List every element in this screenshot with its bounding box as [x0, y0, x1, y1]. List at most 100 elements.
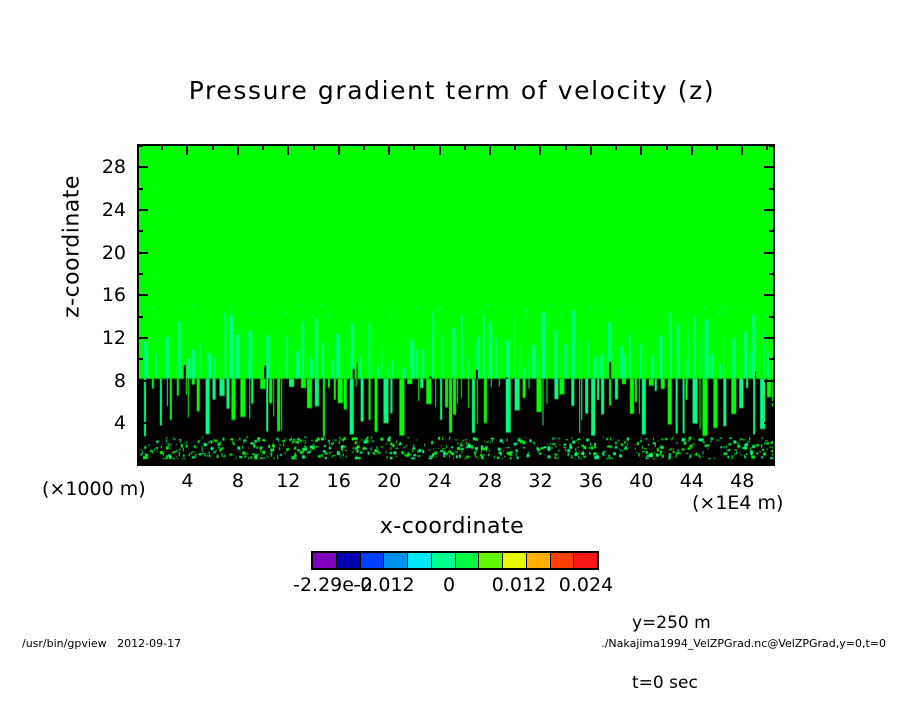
x-axis-title: x-coordinate [379, 514, 525, 539]
colorbar-swatch-7 [479, 553, 503, 568]
x-tick-minor-top [615, 144, 618, 150]
footer-command: /usr/bin/gpview 2012-09-17 [22, 637, 182, 650]
colorbar-swatch-10 [550, 553, 575, 568]
x-tick-minor [514, 460, 517, 466]
x-tick-major-top [186, 144, 189, 155]
x-tick-major [690, 455, 693, 466]
x-tick-minor-top [262, 144, 265, 150]
colorbar-tick-label: -0.012 [353, 574, 415, 596]
x-tick-major-top [589, 144, 592, 155]
y-tick-minor [137, 273, 143, 276]
colorbar [311, 551, 599, 570]
x-tick-minor-top [362, 144, 365, 150]
y-tick-minor [137, 187, 143, 190]
x-tick-major [741, 455, 744, 466]
x-axis-units: (×1E4 m) [692, 492, 784, 514]
x-tick-major-top [539, 144, 542, 155]
y-tick-minor [137, 315, 143, 318]
y-tick-major [137, 251, 148, 254]
x-tick-label: 48 [730, 470, 755, 492]
colorbar-swatch-6 [455, 553, 480, 568]
x-tick-major [640, 455, 643, 466]
y-tick-minor [137, 145, 143, 148]
x-tick-minor [161, 460, 164, 466]
x-tick-major-top [337, 144, 340, 155]
x-tick-major-top [741, 144, 744, 155]
x-tick-minor-top [161, 144, 164, 150]
plot-area [137, 144, 775, 466]
x-tick-label: 12 [276, 470, 301, 492]
x-tick-minor [413, 460, 416, 466]
x-tick-label: 28 [477, 470, 503, 492]
x-tick-major-top [287, 144, 290, 155]
y-tick-minor-right [769, 443, 775, 446]
y-tick-major [137, 209, 148, 212]
y-tick-minor-right [769, 358, 775, 361]
x-tick-major [589, 455, 592, 466]
x-tick-minor-top [211, 144, 214, 150]
x-tick-label: 16 [326, 470, 351, 492]
x-tick-label: 32 [528, 470, 553, 492]
x-tick-major-top [640, 144, 643, 155]
colorbar-swatch-0 [313, 553, 337, 568]
x-tick-label: 8 [231, 470, 244, 492]
colorbar-swatch-3 [384, 553, 408, 568]
y-tick-label: 20 [101, 241, 126, 264]
x-tick-label: 36 [578, 470, 603, 492]
x-tick-minor-top [766, 144, 769, 150]
x-tick-minor-top [463, 144, 466, 150]
x-tick-label: 24 [427, 470, 452, 492]
colorbar-swatch-2 [360, 553, 385, 568]
x-tick-major-top [489, 144, 492, 155]
x-tick-minor [262, 460, 265, 466]
colorbar-swatch-11 [574, 553, 597, 568]
y-tick-major-right [764, 251, 775, 254]
x-tick-major [236, 455, 239, 466]
x-tick-minor-top [514, 144, 517, 150]
x-tick-minor [362, 460, 365, 466]
x-tick-minor [766, 460, 769, 466]
x-tick-label: 44 [679, 470, 704, 492]
colorbar-swatch-9 [526, 553, 551, 568]
colorbar-tick-label: 0.012 [491, 574, 547, 596]
y-axis-units: (×1000 m) [42, 478, 146, 500]
x-tick-major [186, 455, 189, 466]
y-tick-label: 28 [101, 156, 126, 179]
y-tick-minor-right [769, 315, 775, 318]
colorbar-swatch-5 [431, 553, 456, 568]
x-tick-label: 20 [377, 470, 402, 492]
colorbar-tick-label: 0.024 [558, 574, 614, 596]
colorbar-swatch-8 [503, 553, 527, 568]
x-tick-minor-top [716, 144, 718, 150]
y-tick-minor-right [769, 401, 775, 404]
y-tick-major [137, 337, 148, 340]
y-tick-label: 8 [113, 369, 126, 392]
x-tick-major-top [438, 144, 441, 155]
colorbar-tick-label: 0 [442, 574, 456, 596]
x-tick-minor-top [564, 144, 567, 150]
x-tick-major [337, 455, 340, 466]
y-tick-major-right [764, 379, 775, 382]
colorbar-swatch-1 [336, 553, 361, 568]
x-tick-label: 4 [181, 470, 194, 492]
y-tick-major-right [764, 209, 775, 212]
y-tick-major [137, 422, 148, 425]
y-tick-label: 12 [101, 327, 126, 350]
annotation-y-value: y=250 m [632, 613, 711, 633]
x-tick-minor [312, 460, 315, 466]
x-tick-minor [665, 460, 668, 466]
y-tick-major [137, 166, 148, 169]
x-tick-minor-top [413, 144, 416, 150]
y-tick-major [137, 379, 148, 382]
page-title: Pressure gradient term of velocity (z) [188, 76, 716, 105]
x-tick-major [489, 455, 492, 466]
y-tick-minor [137, 230, 143, 233]
x-tick-major-top [690, 144, 693, 155]
footer-source: ./Nakajima1994_VelZPGrad.nc@VelZPGrad,y=… [601, 637, 886, 650]
y-tick-label: 24 [101, 199, 126, 222]
x-tick-minor [716, 460, 718, 466]
x-tick-major [438, 455, 441, 466]
y-tick-minor-right [769, 145, 775, 148]
x-tick-minor [615, 460, 618, 466]
x-tick-major [388, 455, 391, 466]
